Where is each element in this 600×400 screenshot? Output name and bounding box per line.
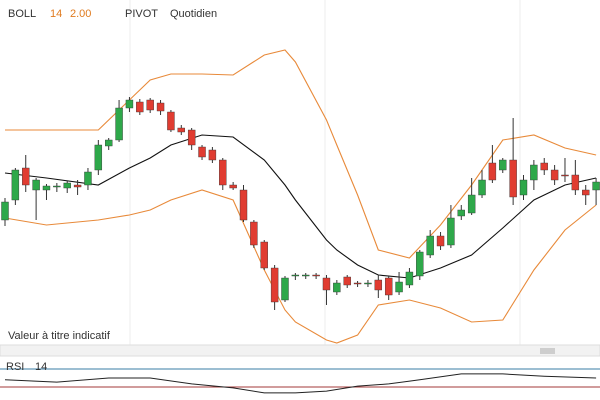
candle-body	[250, 221, 258, 246]
candle-body	[260, 241, 268, 269]
candle-body	[22, 167, 30, 186]
candle-body	[219, 159, 227, 186]
candle-body	[53, 185, 61, 188]
candle-body	[561, 174, 569, 177]
candle-body	[156, 102, 165, 112]
candle-body	[499, 159, 507, 171]
candle-body	[416, 251, 424, 277]
candle-body	[177, 127, 185, 133]
candle-body	[302, 274, 310, 277]
candle-body	[312, 274, 320, 277]
band-lower	[4, 189, 597, 344]
candle-body	[125, 99, 134, 109]
separator	[0, 344, 600, 357]
marks	[0, 49, 600, 394]
candle-body	[519, 179, 528, 196]
candle-body	[447, 217, 455, 246]
candle-body	[530, 164, 538, 181]
candle-body	[571, 174, 580, 191]
indicator-deviation: 2.00	[70, 8, 91, 20]
pivot-period: Quotidien	[170, 8, 217, 20]
candle-body	[73, 184, 82, 188]
candle-body	[208, 149, 217, 161]
candle-body	[457, 209, 465, 217]
candle-body	[198, 146, 206, 158]
candle-body	[582, 189, 590, 196]
candle-body	[353, 282, 362, 285]
rsi-title: RSI	[6, 361, 24, 373]
candle-body	[333, 282, 341, 293]
candle-body	[1, 201, 9, 221]
candle-body	[426, 235, 434, 256]
candle-body	[436, 235, 445, 247]
rsi-period: 14	[35, 361, 47, 373]
candle-body	[187, 129, 196, 146]
rsi-line	[4, 373, 597, 394]
indicator-name: BOLL	[8, 8, 36, 20]
candle-body	[136, 101, 144, 113]
resize-grip[interactable]	[540, 348, 555, 354]
candle-body	[281, 277, 289, 301]
candle-body	[488, 162, 497, 181]
candle-body	[84, 171, 92, 186]
candle-body	[104, 139, 113, 147]
candle-body	[550, 169, 559, 181]
candle-body	[239, 189, 248, 221]
candle-body	[229, 184, 237, 189]
candle-body	[395, 281, 403, 293]
candle-body	[384, 277, 393, 296]
candle-body	[11, 169, 20, 201]
candle-body	[167, 111, 175, 131]
candle-body	[42, 185, 51, 191]
candle-body	[343, 276, 351, 286]
candle-body	[509, 159, 517, 198]
candle-body	[364, 282, 372, 285]
annotation: Valeur à titre indicatif	[8, 330, 111, 342]
band-middle	[4, 134, 597, 279]
candle-body	[291, 274, 300, 277]
candle-body	[146, 99, 154, 111]
candle-body	[374, 279, 383, 291]
candle-body	[592, 181, 600, 191]
candle-body	[270, 267, 279, 303]
candle-body	[478, 179, 486, 196]
candle-body	[540, 162, 548, 171]
pivot-name: PIVOT	[125, 8, 158, 20]
candle-body	[322, 277, 331, 291]
candle-body	[32, 179, 40, 191]
candle-body	[467, 194, 476, 214]
indicator-period: 14	[50, 8, 62, 20]
candle-body	[405, 271, 414, 286]
band-upper	[5, 49, 597, 259]
candle-body	[63, 182, 71, 189]
candle-body	[94, 144, 103, 171]
candle-body	[115, 107, 123, 141]
